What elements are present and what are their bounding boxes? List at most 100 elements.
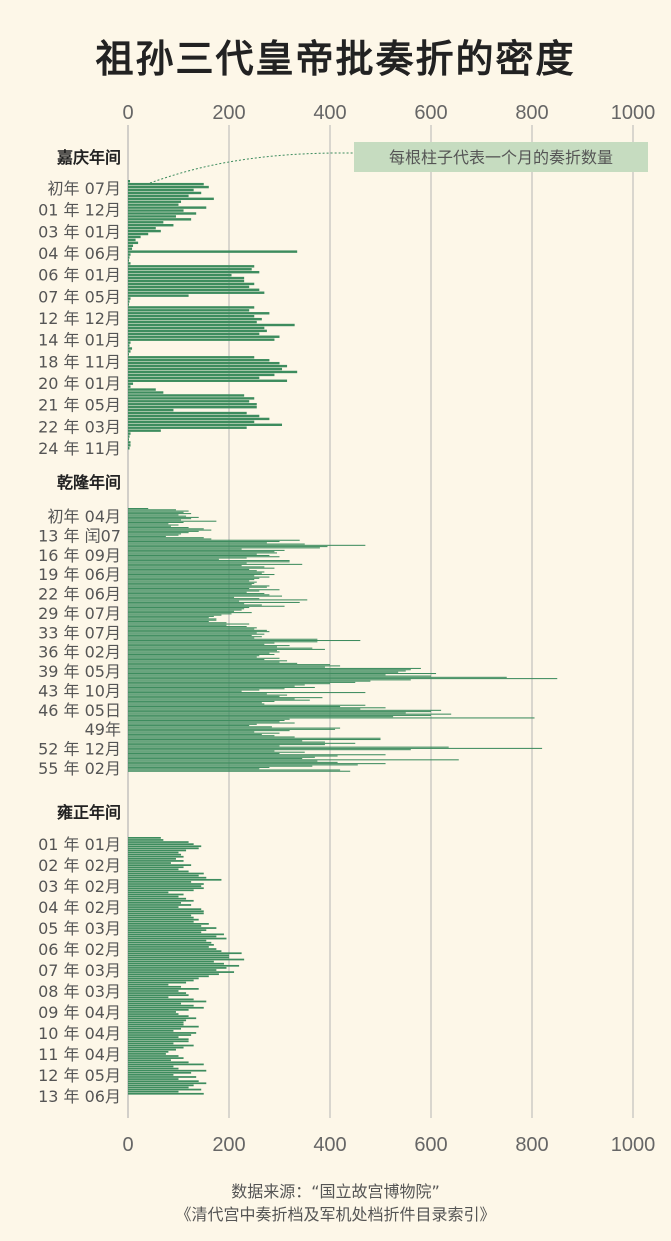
- bar: [128, 749, 411, 751]
- bar: [128, 417, 270, 421]
- bar: [128, 711, 431, 713]
- bar: [128, 843, 194, 846]
- bar: [128, 952, 242, 955]
- bar: [128, 659, 265, 661]
- bar: [128, 964, 240, 967]
- top-axis-ticks: 0 200 400 600 800 1000: [122, 102, 655, 124]
- bar: [128, 853, 182, 856]
- bar: [128, 1032, 197, 1034]
- bar: [128, 662, 298, 664]
- bar: [128, 300, 130, 303]
- bar: [128, 985, 182, 988]
- bar: [128, 613, 232, 615]
- y-tick-label: 46 年 05日: [38, 701, 121, 720]
- bar: [128, 685, 295, 687]
- bar: [128, 906, 179, 908]
- bar: [128, 1002, 182, 1005]
- bar: [128, 238, 136, 242]
- bar: [128, 741, 325, 743]
- bar: [128, 719, 285, 721]
- bar: [128, 675, 431, 677]
- bar: [128, 565, 242, 567]
- bar: [128, 262, 131, 265]
- bar: [128, 1027, 182, 1030]
- bar: [128, 655, 260, 657]
- bar: [128, 612, 252, 614]
- bar: [128, 885, 202, 887]
- bar: [128, 335, 280, 338]
- bar: [128, 527, 189, 529]
- bar: [128, 864, 192, 866]
- bar: [128, 916, 194, 919]
- bar: [128, 684, 305, 686]
- bar: [128, 535, 166, 537]
- bar: [128, 558, 219, 560]
- bar: [128, 876, 207, 879]
- source-line-2: 《清代宫中奏折档及军机处档折件目录索引》: [175, 1205, 496, 1224]
- bar: [128, 221, 164, 224]
- bar: [128, 414, 260, 418]
- bar: [128, 640, 361, 642]
- bar: [128, 931, 202, 934]
- bar: [128, 388, 156, 391]
- bar: [128, 279, 245, 283]
- bar: [128, 423, 283, 426]
- bar: [128, 1090, 179, 1093]
- bar: [128, 693, 267, 695]
- bar: [128, 206, 207, 209]
- bar: [128, 641, 318, 643]
- bar: [128, 735, 275, 737]
- bar: [128, 589, 280, 591]
- x-tick-label-bottom: 200: [212, 1134, 245, 1156]
- bar: [128, 605, 285, 607]
- bar: [128, 256, 130, 259]
- bar: [128, 969, 217, 971]
- y-tick-label: 18 年 11月: [38, 352, 121, 371]
- bar: [128, 320, 257, 324]
- x-tick-label-bottom: 800: [515, 1134, 548, 1156]
- bar: [128, 590, 260, 592]
- bar: [128, 224, 174, 227]
- bar: [128, 623, 250, 625]
- bar: [128, 435, 130, 438]
- bar: [128, 763, 386, 765]
- bar: [128, 562, 247, 564]
- bar: [128, 1059, 171, 1062]
- bar: [128, 194, 189, 198]
- bar: [128, 607, 250, 609]
- bar: [128, 520, 217, 522]
- bar: [128, 185, 209, 189]
- y-tick-label: 01 年 01月: [38, 835, 121, 854]
- bar: [128, 726, 272, 728]
- bar: [128, 444, 131, 447]
- bar: [128, 643, 265, 645]
- bar: [128, 547, 320, 549]
- y-tick-label: 10 年 04月: [38, 1024, 121, 1043]
- bar: [128, 912, 204, 915]
- bar: [128, 1000, 207, 1003]
- y-tick-label: 07 年 03月: [38, 961, 121, 980]
- bar: [128, 1046, 184, 1049]
- bar: [128, 373, 275, 377]
- y-tick-label: 55 年 02月: [38, 759, 121, 778]
- bar: [128, 1055, 179, 1057]
- bar: [128, 403, 257, 406]
- bar: [128, 397, 255, 400]
- y-tick-label: 04 年 02月: [38, 898, 121, 917]
- bar: [128, 391, 164, 394]
- bar: [128, 1017, 197, 1020]
- bar: [128, 1034, 192, 1036]
- bar: [128, 549, 285, 551]
- bar: [128, 751, 305, 753]
- y-tick-label: 03 年 01月: [38, 222, 121, 241]
- bar: [128, 967, 227, 969]
- bar: [128, 552, 277, 554]
- bar: [128, 1042, 174, 1045]
- bar: [128, 683, 330, 685]
- bar: [128, 1011, 176, 1013]
- bar: [128, 998, 194, 1001]
- bar: [128, 619, 217, 621]
- bar: [128, 908, 202, 911]
- bar: [128, 891, 169, 894]
- bar: [128, 716, 394, 718]
